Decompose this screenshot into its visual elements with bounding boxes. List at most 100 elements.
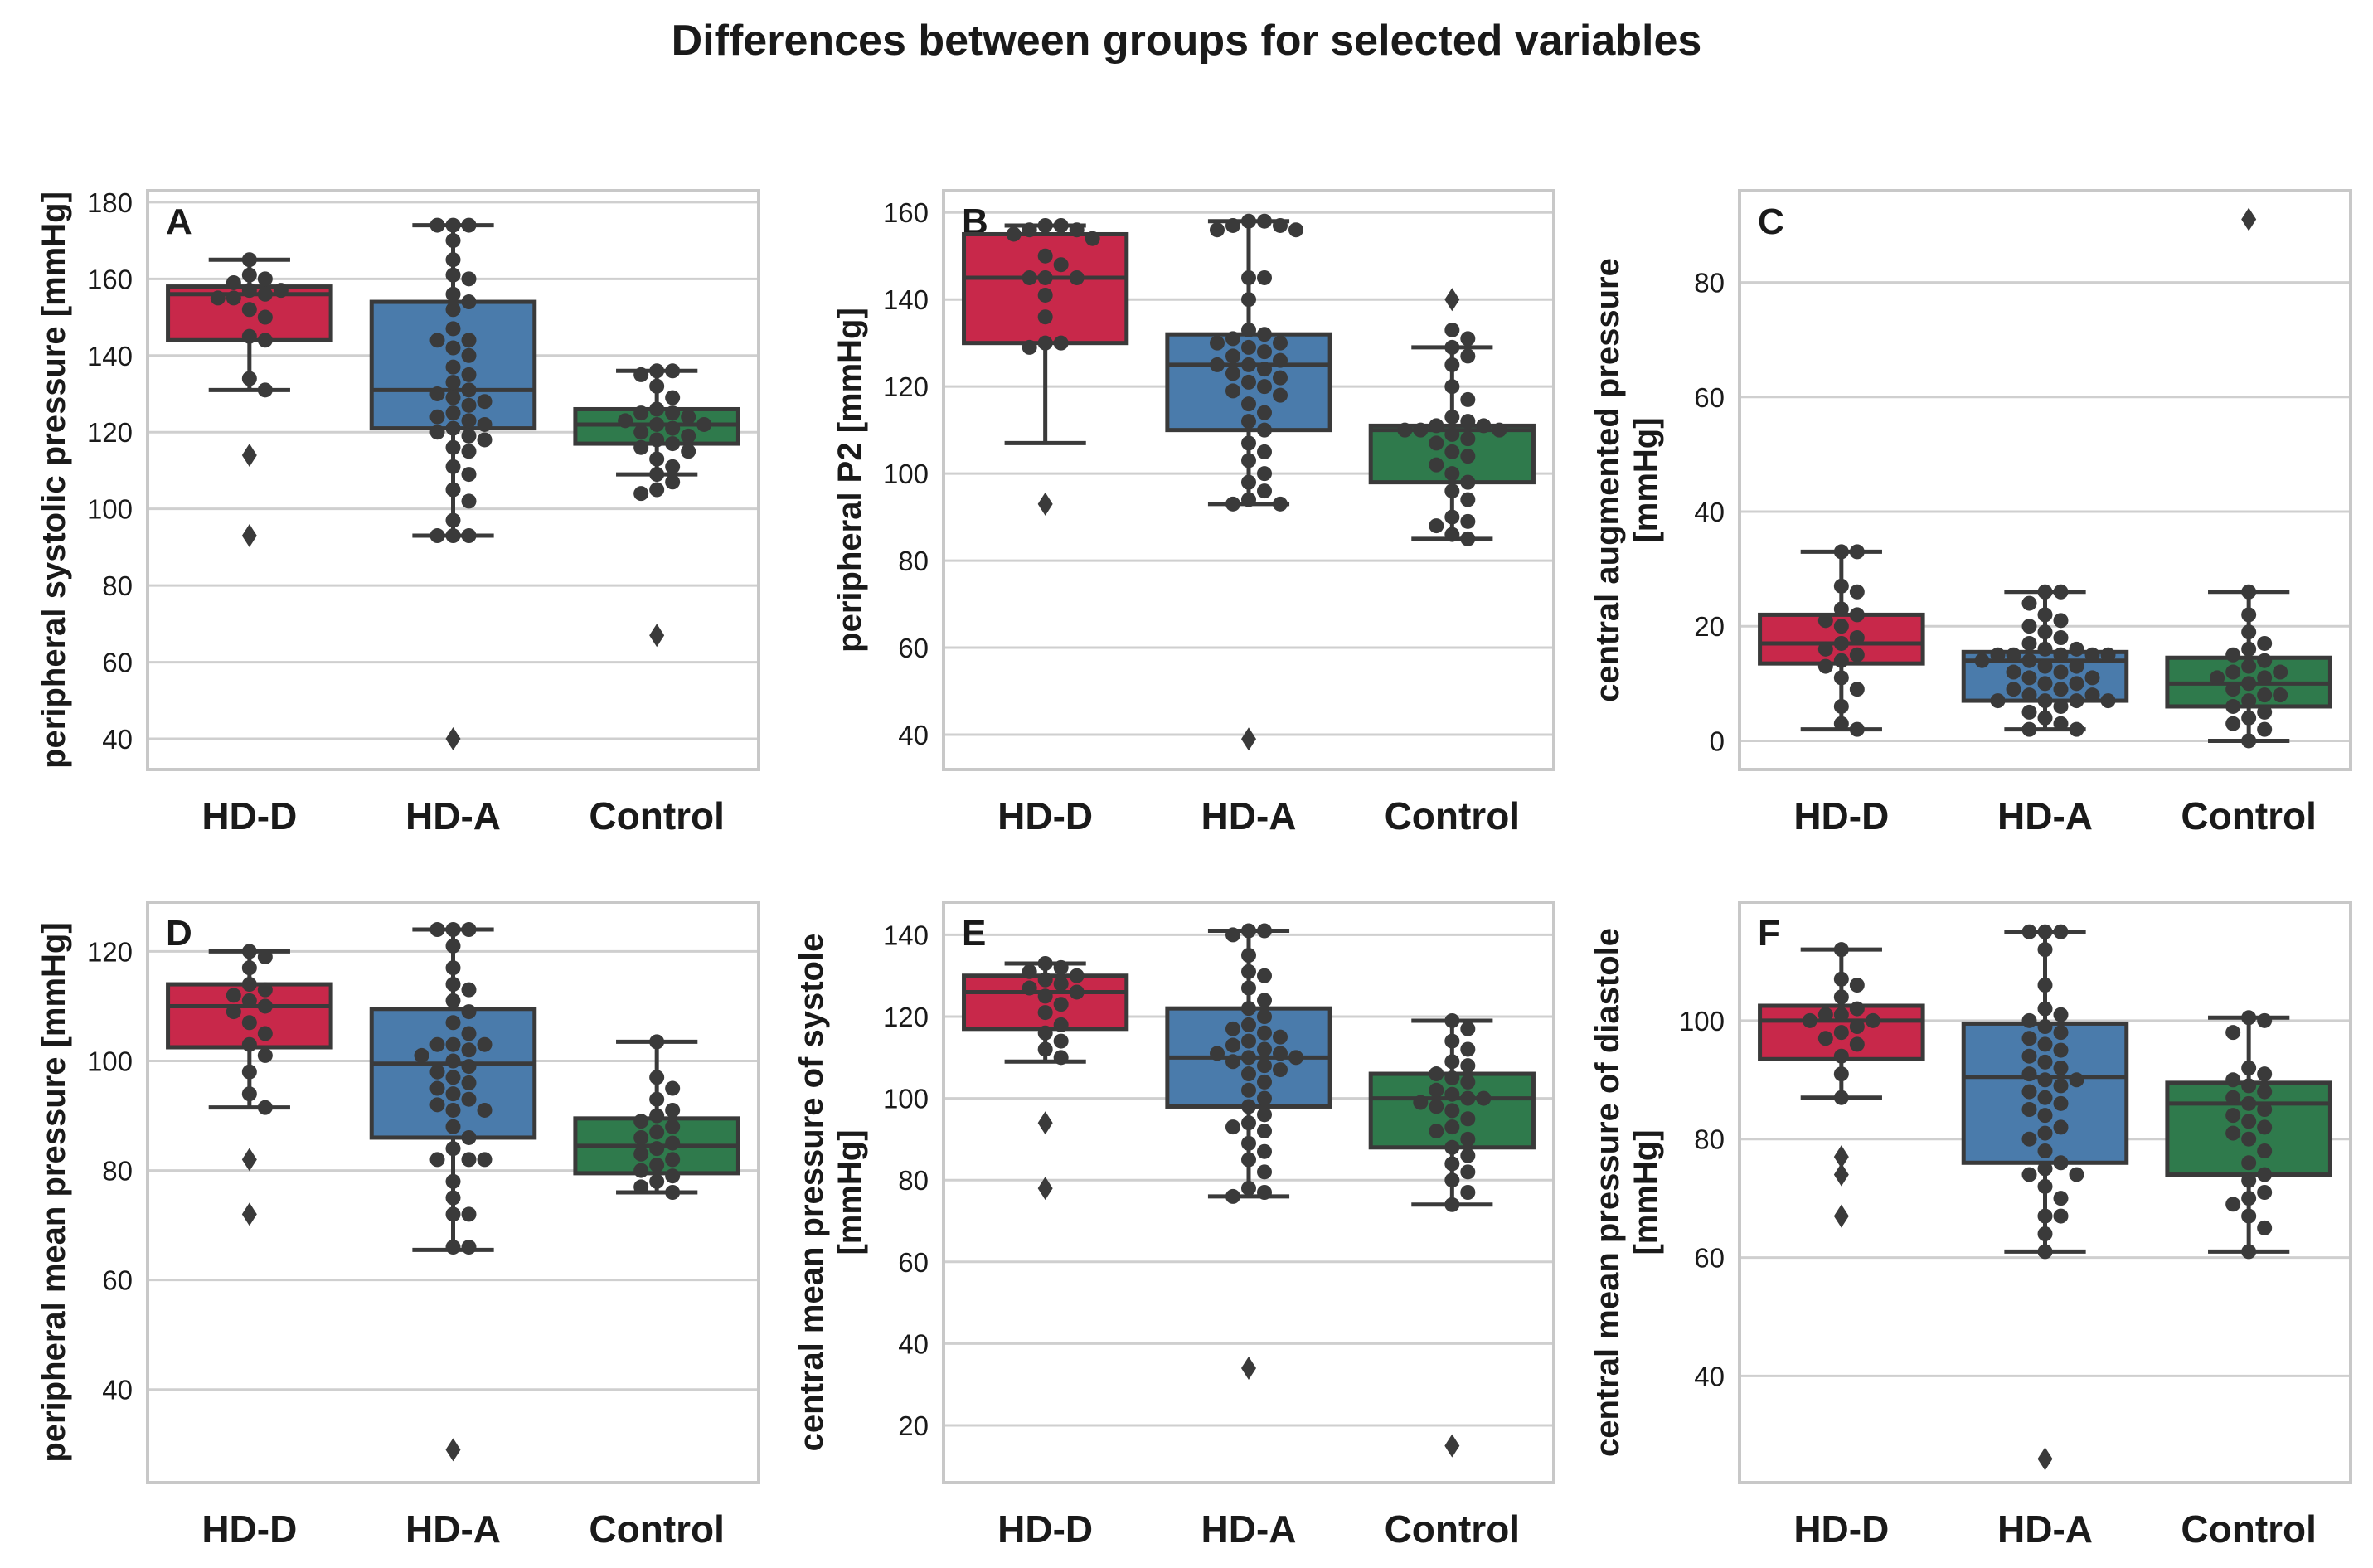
data-point: [1037, 972, 1053, 988]
data-point: [1241, 492, 1256, 507]
axes-frame: [146, 189, 760, 771]
data-point: [2225, 1197, 2241, 1212]
swarm-hd-d: [1022, 955, 1085, 1066]
data-point: [257, 382, 273, 398]
y-tick-label: 60: [102, 648, 133, 678]
data-point: [445, 528, 461, 544]
x-tick-label: HD-D: [201, 1507, 297, 1551]
x-tick-label: Control: [2181, 794, 2317, 837]
outlier-marker: [1037, 492, 1053, 516]
y-tick-label: 120: [87, 936, 133, 967]
data-point: [2037, 1001, 2053, 1017]
data-point: [1241, 964, 1256, 979]
data-point: [1037, 1005, 1053, 1021]
data-point: [1257, 344, 1272, 360]
data-point: [649, 451, 665, 467]
y-tick-label: 100: [87, 494, 133, 525]
y-axis-label: central mean pressure of diastole: [1589, 928, 1626, 1457]
data-point: [1833, 670, 1849, 686]
data-point: [2053, 613, 2069, 629]
panel-c: 0 20 40 60 80 C HD-D HD-A Control central augment…: [1589, 189, 2352, 837]
data-point: [461, 347, 477, 363]
data-point: [665, 1080, 681, 1096]
data-point: [2241, 1244, 2257, 1260]
data-point: [1053, 335, 1069, 351]
data-point: [1257, 327, 1272, 342]
data-point: [1257, 379, 1272, 395]
data-point: [2241, 1010, 2257, 1026]
y-tick-label: 160: [87, 264, 133, 294]
data-point: [2037, 1036, 2053, 1052]
data-point: [445, 286, 461, 302]
data-point: [461, 1240, 477, 1255]
data-point: [665, 1102, 681, 1118]
data-point: [1492, 422, 1507, 438]
data-point: [2053, 1078, 2069, 1094]
data-point: [241, 960, 257, 976]
data-point: [1429, 457, 1444, 473]
data-point: [445, 217, 461, 233]
data-point: [1413, 1095, 1429, 1110]
data-point: [665, 459, 681, 474]
data-point: [1241, 474, 1256, 490]
swarm-hd-d: [1802, 942, 1880, 1105]
data-point: [696, 416, 712, 432]
data-point: [1241, 435, 1256, 451]
data-point: [2225, 1090, 2241, 1105]
data-point: [1022, 964, 1037, 979]
data-point: [1273, 1062, 1288, 1078]
data-point: [1460, 492, 1476, 507]
data-point: [1833, 942, 1849, 958]
data-point: [1257, 213, 1272, 229]
data-point: [2053, 584, 2069, 600]
data-point: [477, 416, 493, 432]
data-point: [2053, 1119, 2069, 1135]
data-point: [1241, 1181, 1256, 1197]
data-point: [1460, 1185, 1476, 1200]
data-point: [429, 333, 445, 348]
data-point: [2069, 693, 2084, 709]
box-control: [1368, 1018, 1536, 1458]
data-point: [1257, 1090, 1272, 1106]
y-tick-label: 60: [898, 1247, 929, 1278]
data-point: [1288, 222, 1303, 238]
data-point: [2241, 658, 2257, 674]
data-point: [2241, 710, 2257, 726]
data-point: [1037, 269, 1053, 285]
data-point: [2037, 1054, 2053, 1070]
data-point: [618, 413, 633, 429]
data-point: [2084, 687, 2100, 703]
data-point: [1444, 527, 1460, 542]
data-point: [2037, 641, 2053, 657]
outlier-marker: [2241, 207, 2257, 231]
data-point: [1241, 1082, 1256, 1098]
data-point: [226, 274, 241, 290]
panel-d: 40 60 80 100 120 D HD-D HD-A Control peripheral m…: [36, 901, 760, 1551]
data-point: [1241, 453, 1256, 468]
data-point: [445, 1015, 461, 1031]
data-point: [2069, 676, 2084, 692]
data-point: [1257, 1025, 1272, 1041]
outlier-marker: [1241, 727, 1256, 751]
data-point: [445, 321, 461, 337]
data-point: [2257, 1220, 2273, 1235]
data-point: [461, 444, 477, 459]
data-point: [1257, 923, 1272, 939]
data-point: [2037, 658, 2053, 674]
data-point: [649, 1070, 665, 1085]
data-point: [1225, 366, 1240, 381]
data-point: [1849, 682, 1865, 697]
data-point: [649, 378, 665, 394]
data-point: [1444, 483, 1460, 499]
data-point: [1241, 1099, 1256, 1114]
data-point: [649, 363, 665, 379]
data-point: [2241, 1155, 2257, 1171]
panel-e: 20 40 60 80 100 120 140 E HD-D HD-A Control central…: [793, 901, 1555, 1551]
y-tick-label: 60: [1694, 1243, 1725, 1274]
axes-frame: [1738, 189, 2352, 771]
data-point: [445, 960, 461, 976]
outlier-marker: [241, 524, 257, 548]
data-point: [1849, 1036, 1865, 1052]
data-point: [445, 977, 461, 993]
